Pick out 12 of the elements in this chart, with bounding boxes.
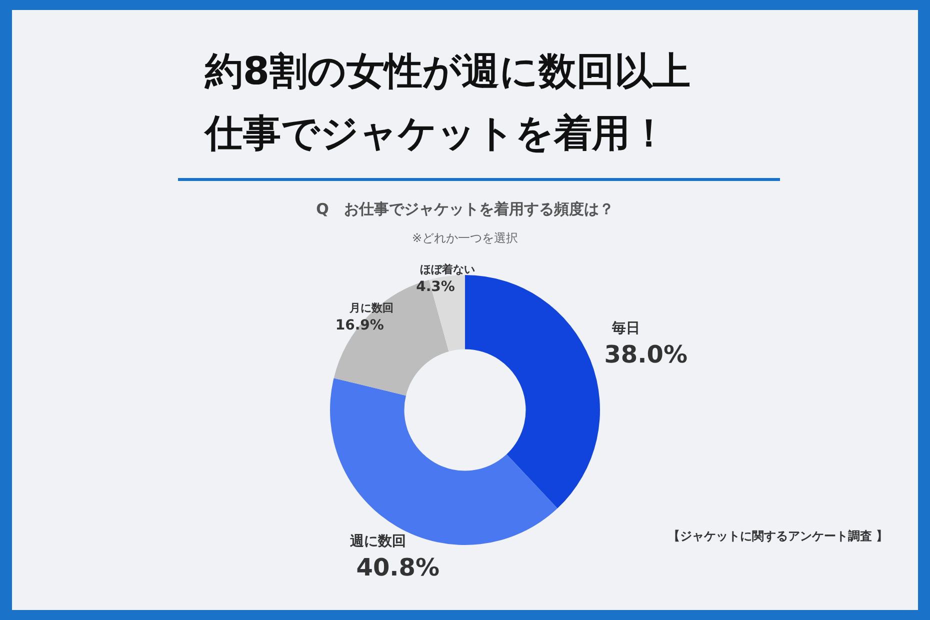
slice-label: 週に数回 xyxy=(348,533,406,550)
chart-subtitle: Q お仕事でジャケットを着用する頻度は？ xyxy=(315,200,615,219)
text: 【ジャケットに関するアンケート調査 】 xyxy=(668,528,888,545)
slice-label: ほぼ着ない xyxy=(420,263,475,276)
data-label: 38.0% xyxy=(604,340,688,368)
data-label: 4.3% xyxy=(416,279,455,296)
slice-label: 月に数回 xyxy=(348,302,394,315)
chart-title: 約8割の女性が週に数回以上仕事でジャケットを着用！ xyxy=(205,48,692,157)
text: ※どれか一つを選択 xyxy=(410,230,520,247)
data-label: 40.8% xyxy=(356,553,440,582)
slice-label: 毎日 xyxy=(610,320,640,336)
data-label: 16.9% xyxy=(335,318,384,334)
